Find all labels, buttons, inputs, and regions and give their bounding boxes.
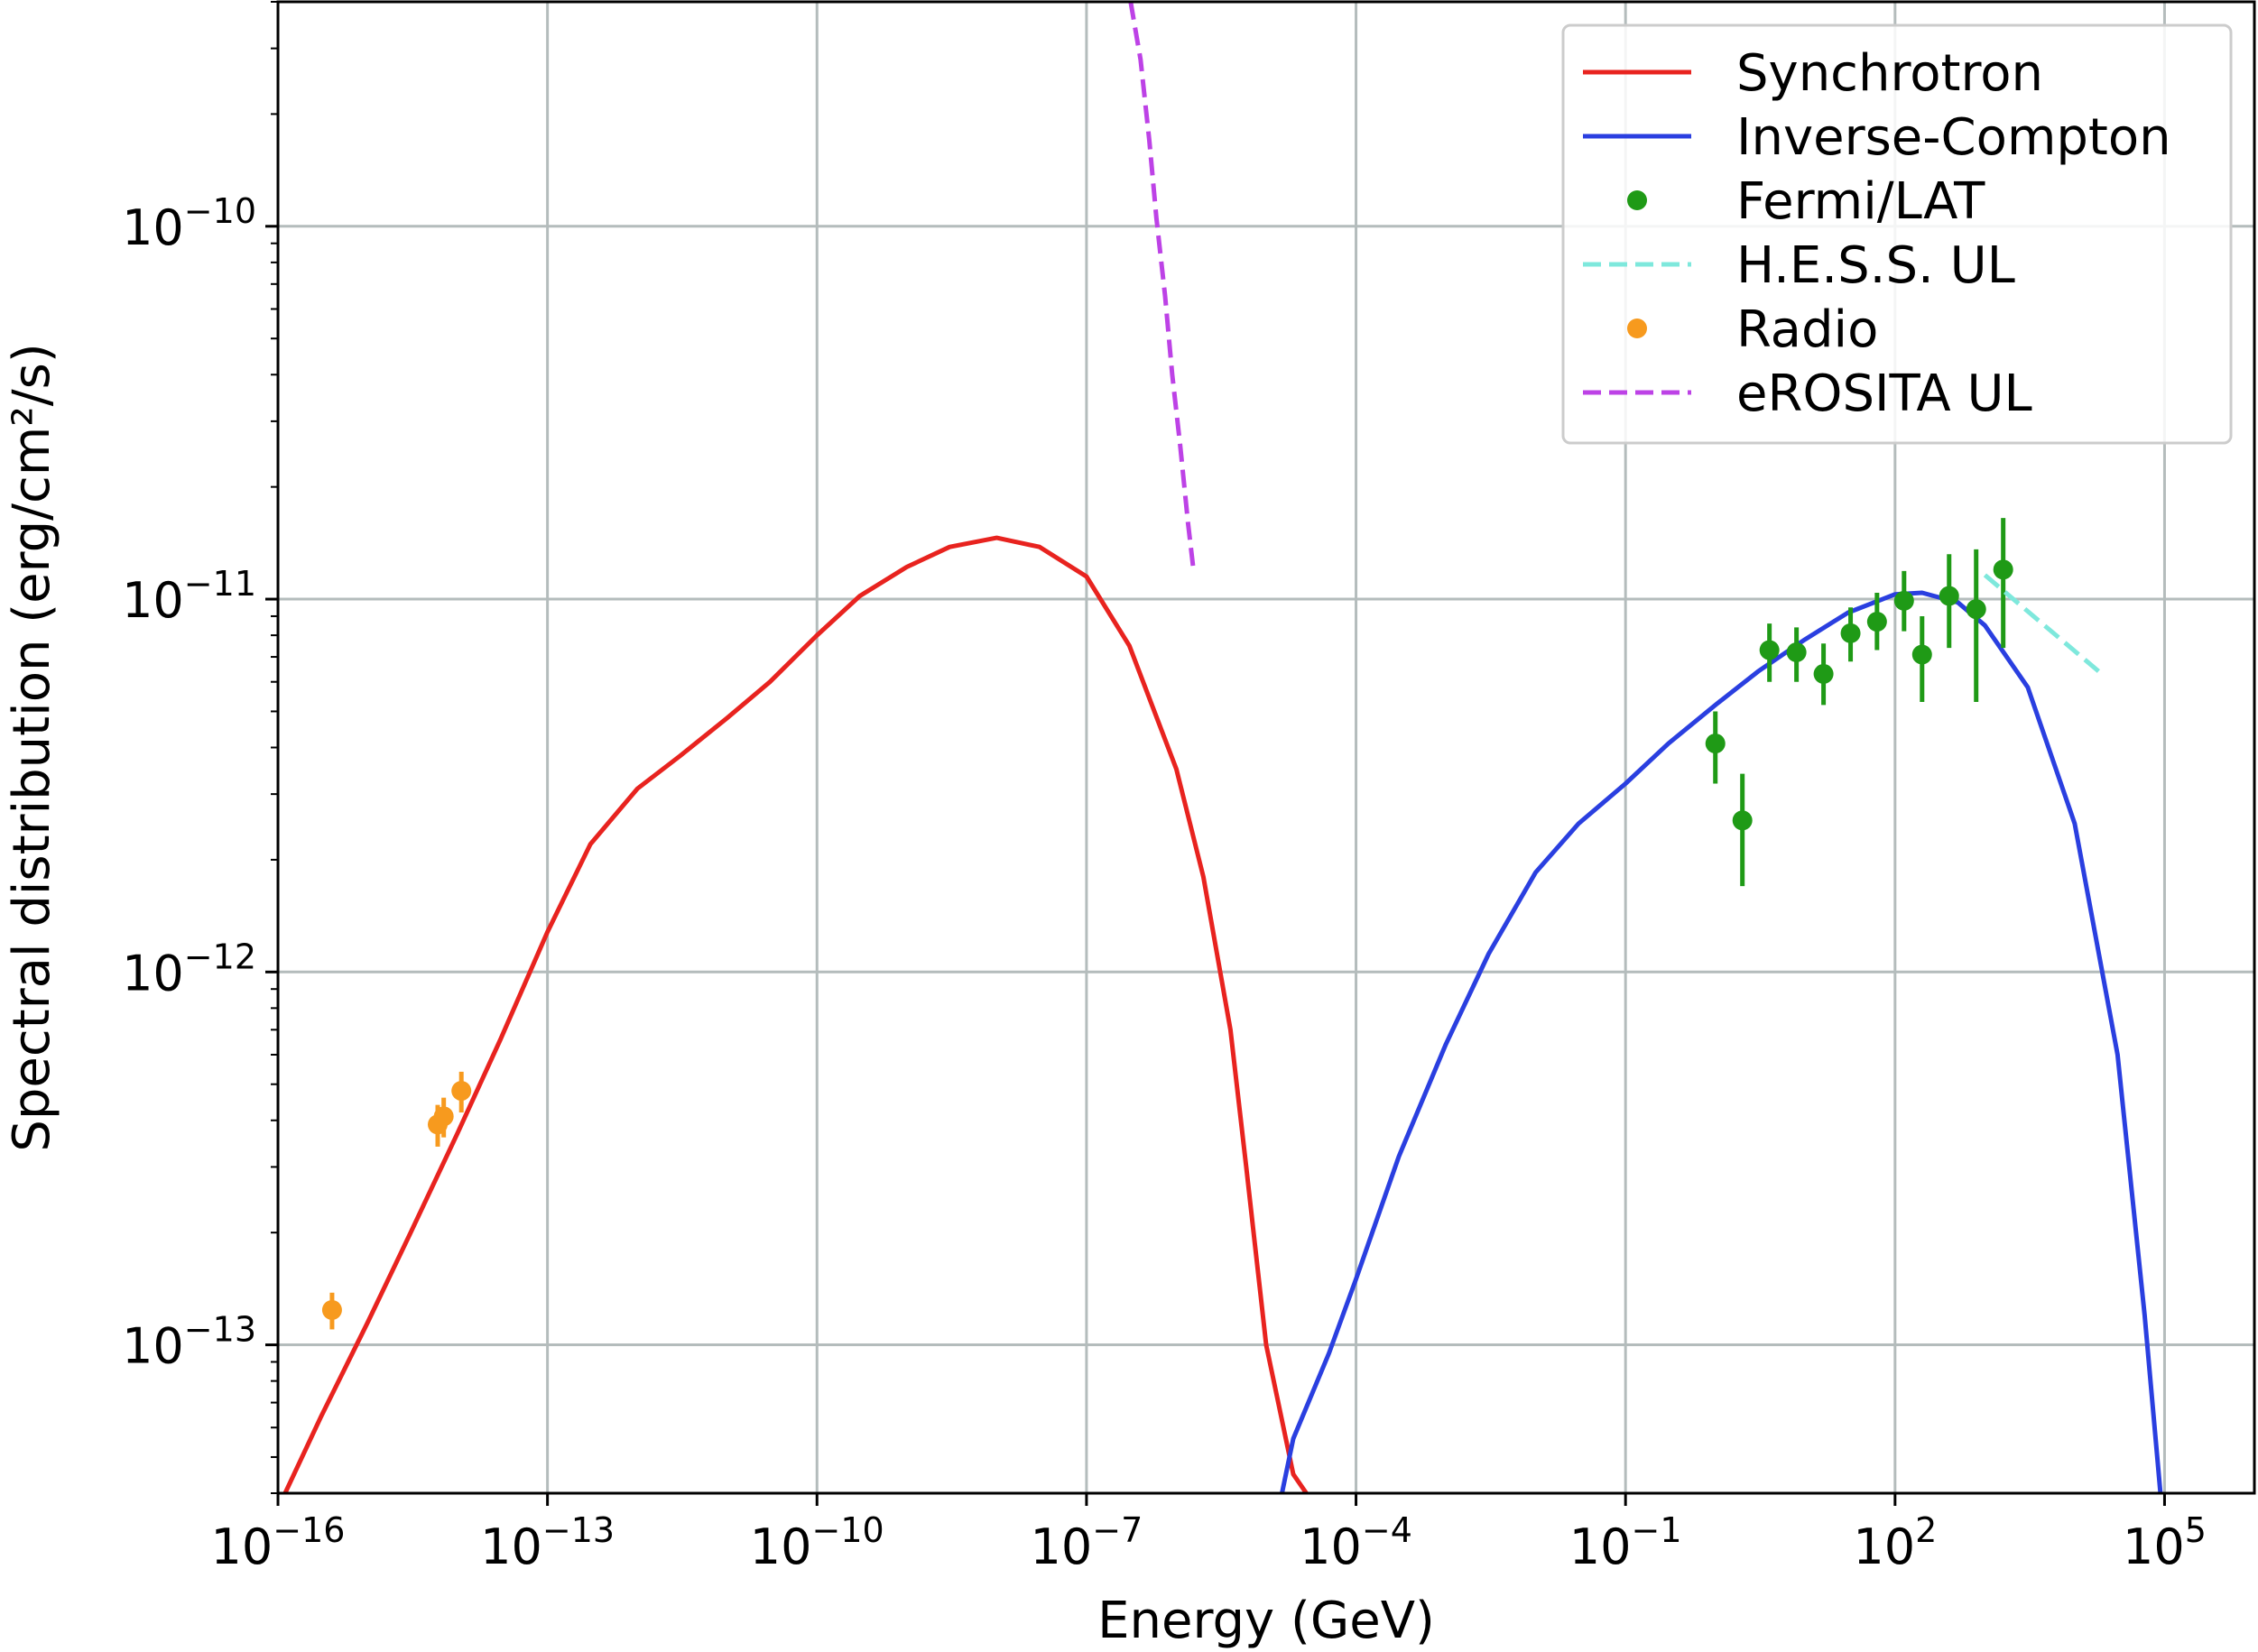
x-tick-label: 102 — [1853, 1510, 1937, 1575]
series-group — [282, 2, 2163, 1493]
x-tick-label: 10−13 — [480, 1510, 615, 1575]
axis-ticks: 10−16 10−13 10−10 10−7 10−4 10−1 102 105 10−10 10… — [122, 1, 2207, 1575]
inverse-compton-curve — [1280, 590, 2163, 1493]
fermi-lat-point — [1813, 663, 1834, 684]
legend-entry: Fermi/LAT — [1627, 172, 1985, 231]
x-tick-label: 10−7 — [1031, 1510, 1143, 1575]
y-tick-label: 10−13 — [122, 1310, 256, 1375]
synchrotron-curve — [282, 535, 1309, 1493]
x-tick-label: 10−1 — [1569, 1510, 1682, 1575]
legend-dot-icon — [1627, 190, 1647, 210]
legend-label: eROSITA UL — [1736, 365, 2032, 423]
legend-label: H.E.S.S. UL — [1736, 236, 2015, 295]
legend: SynchrotronInverse-ComptonFermi/LATH.E.S… — [1561, 23, 2233, 445]
fermi-lat-point — [1911, 644, 1932, 665]
fermi-lat-point — [1993, 559, 2013, 580]
fermi-lat-point — [1939, 586, 1959, 606]
y-tick-label: 10−10 — [122, 191, 256, 256]
fermi-lat-point — [1966, 599, 1986, 620]
radio-point — [321, 1299, 342, 1320]
x-tick-label: 10−10 — [750, 1510, 884, 1575]
legend-label: Fermi/LAT — [1736, 172, 1985, 231]
fermi-lat-point — [1866, 612, 1887, 632]
x-axis-label: Energy (GeV) — [1097, 1592, 1435, 1648]
series-layer — [282, 2, 2163, 1493]
legend-entry: Synchrotron — [1583, 44, 2043, 103]
legend-entry: Inverse-Compton — [1583, 108, 2171, 167]
y-tick-label: 10−12 — [122, 937, 256, 1001]
legend-label: Synchrotron — [1736, 44, 2043, 103]
fermi-lat-point — [1840, 623, 1861, 643]
radio-point — [433, 1106, 454, 1127]
legend-box — [1561, 23, 2233, 445]
legend-dot-icon — [1627, 318, 1647, 338]
legend-label: Inverse-Compton — [1736, 108, 2171, 167]
legend-entry: Radio — [1627, 300, 1878, 359]
fermi-lat-point — [1893, 590, 1914, 611]
x-tick-label: 105 — [2123, 1510, 2207, 1575]
legend-entry: eROSITA UL — [1583, 365, 2032, 423]
x-tick-label: 10−16 — [211, 1510, 346, 1575]
y-axis-label: Spectral distribution (erg/cm²/s) — [3, 343, 61, 1151]
fermi-lat-point — [1759, 640, 1780, 660]
erosita-ul-dashed-line — [1128, 2, 1196, 570]
fermi-lat-point — [1732, 810, 1753, 831]
legend-entry: H.E.S.S. UL — [1583, 236, 2015, 295]
fermi-lat-point — [1786, 642, 1807, 663]
x-tick-label: 10−4 — [1300, 1510, 1412, 1575]
legend-label: Radio — [1736, 300, 1878, 359]
radio-point — [451, 1081, 472, 1102]
fermi-lat-point — [1705, 734, 1726, 754]
y-tick-label: 10−11 — [122, 564, 256, 629]
